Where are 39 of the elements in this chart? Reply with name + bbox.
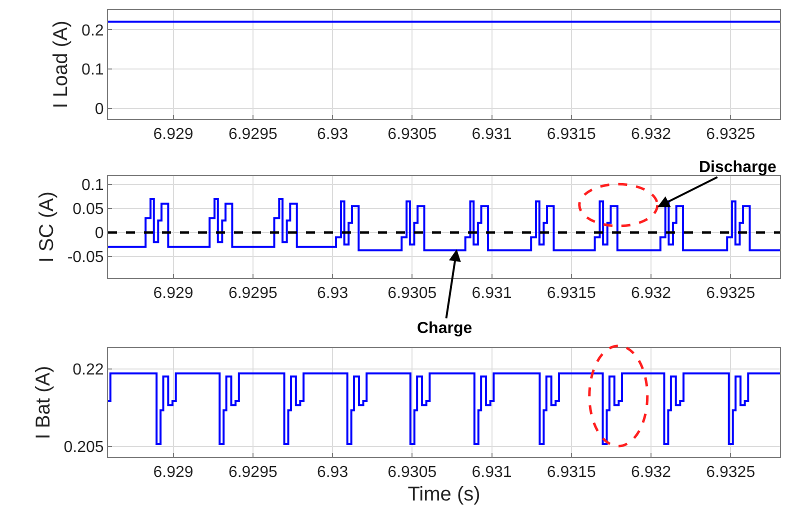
x-tick-label: 6.9315 (546, 464, 596, 482)
y-tick-label: 0.205 (64, 439, 104, 456)
x-tick-label: 6.929 (153, 285, 194, 302)
y-tick-label: 0 (94, 100, 104, 118)
x-tick-label: 6.93 (316, 126, 348, 144)
y-tick-label: 0.1 (82, 62, 104, 79)
x-tick-label: 6.9305 (388, 285, 437, 302)
x-tick-label: 6.9315 (546, 126, 596, 144)
x-tick-label: 6.9305 (388, 126, 437, 144)
x-tick-label: 6.9305 (388, 464, 437, 482)
y-tick-label: 0 (94, 225, 104, 242)
x-tick-label: 6.9325 (706, 285, 756, 302)
y-axis-title: I SC (A) (36, 191, 58, 263)
x-tick-label: 6.9295 (228, 464, 278, 482)
x-tick-label: 6.9315 (546, 285, 596, 302)
x-tick-label: 6.932 (630, 285, 672, 302)
y-tick-label: 0.22 (72, 361, 104, 378)
x-tick-label: 6.93 (316, 464, 348, 482)
y-tick-label: -0.05 (67, 249, 104, 266)
x-tick-label: 6.931 (472, 126, 512, 144)
annotation: Charge (417, 320, 472, 337)
y-axis-title: I Load (A) (50, 20, 72, 108)
x-tick-label: 6.93 (316, 285, 348, 302)
x-tick-label: 6.9295 (228, 126, 278, 144)
annotation: Discharge (699, 159, 776, 176)
x-tick-label: 6.9295 (228, 285, 278, 302)
x-tick-label: 6.9325 (706, 464, 756, 482)
x-tick-label: 6.929 (153, 126, 194, 144)
x-tick-label: 6.929 (153, 464, 194, 482)
y-tick-label: 0.1 (82, 177, 104, 194)
x-tick-label: 6.931 (472, 464, 512, 482)
x-axis-title: Time (s) (408, 484, 480, 506)
y-axis-title: I Bat (A) (32, 366, 54, 440)
y-tick-label: 0.2 (82, 22, 104, 40)
y-tick-label: 0.05 (72, 201, 104, 218)
x-tick-label: 6.932 (630, 464, 672, 482)
x-tick-label: 6.932 (630, 126, 672, 144)
x-tick-label: 6.9325 (706, 126, 756, 144)
x-tick-label: 6.931 (472, 285, 512, 302)
